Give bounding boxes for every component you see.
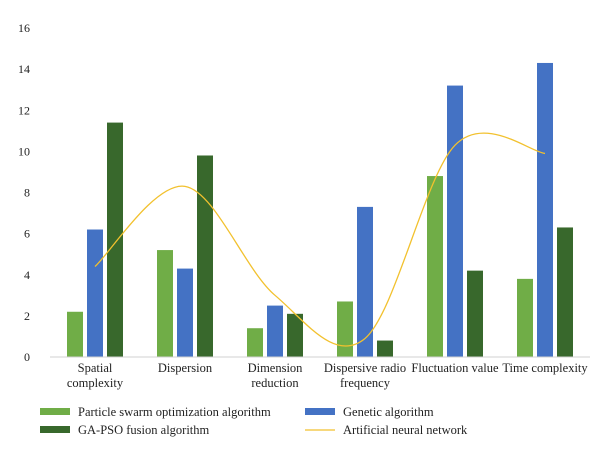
bar — [197, 155, 213, 357]
bar — [267, 305, 283, 357]
bar — [467, 270, 483, 357]
bar — [177, 268, 193, 357]
legend-label: Artificial neural network — [343, 423, 468, 437]
bar — [447, 85, 463, 357]
legend-label: GA-PSO fusion algorithm — [78, 423, 210, 437]
bar — [357, 206, 373, 357]
legend: Particle swarm optimization algorithm Gen… — [40, 405, 468, 437]
bar — [537, 62, 553, 358]
bars — [67, 62, 573, 358]
x-tick-label: Time complexity — [502, 361, 588, 375]
x-axis: Spatial complexity Dispersion Dimension redu… — [50, 356, 590, 390]
series-line — [94, 132, 546, 347]
y-tick-label: 8 — [24, 186, 30, 200]
legend-item: Particle swarm optimization algorithm — [40, 405, 271, 419]
legend-item: GA-PSO fusion algorithm — [40, 423, 210, 437]
bar — [247, 328, 263, 357]
x-tick-label: Dispersive radio frequency — [324, 361, 406, 390]
bar — [427, 176, 443, 357]
bar — [157, 250, 173, 357]
bar — [557, 227, 573, 357]
y-tick-label: 14 — [18, 62, 30, 76]
legend-swatch — [305, 408, 335, 415]
legend-swatch — [40, 426, 70, 433]
x-tick-label: Fluctuation value — [411, 361, 499, 375]
y-tick-label: 16 — [18, 21, 30, 35]
line-series — [94, 132, 546, 347]
y-tick-label: 6 — [24, 227, 30, 241]
legend-label: Particle swarm optimization algorithm — [78, 405, 271, 419]
bar — [517, 278, 533, 357]
bar — [287, 313, 303, 357]
legend-item: Genetic algorithm — [305, 405, 434, 419]
y-tick-label: 12 — [18, 103, 30, 117]
bar — [107, 122, 123, 358]
x-tick-label: Dispersion — [158, 361, 213, 375]
y-tick-label: 4 — [24, 268, 30, 282]
legend-item: Artificial neural network — [305, 423, 468, 437]
legend-label: Genetic algorithm — [343, 405, 434, 419]
y-tick-label: 10 — [18, 144, 30, 158]
bar — [337, 301, 353, 357]
y-tick-label: 2 — [24, 309, 30, 323]
bar — [377, 340, 393, 357]
bar — [67, 311, 83, 357]
legend-swatch — [40, 408, 70, 415]
x-tick-label: Spatial complexity — [67, 361, 124, 390]
y-tick-label: 0 — [24, 350, 30, 364]
y-axis: 0 2 4 6 8 10 12 14 16 — [18, 21, 30, 364]
bar — [87, 229, 103, 357]
x-tick-label: Dimension reduction — [248, 361, 304, 390]
